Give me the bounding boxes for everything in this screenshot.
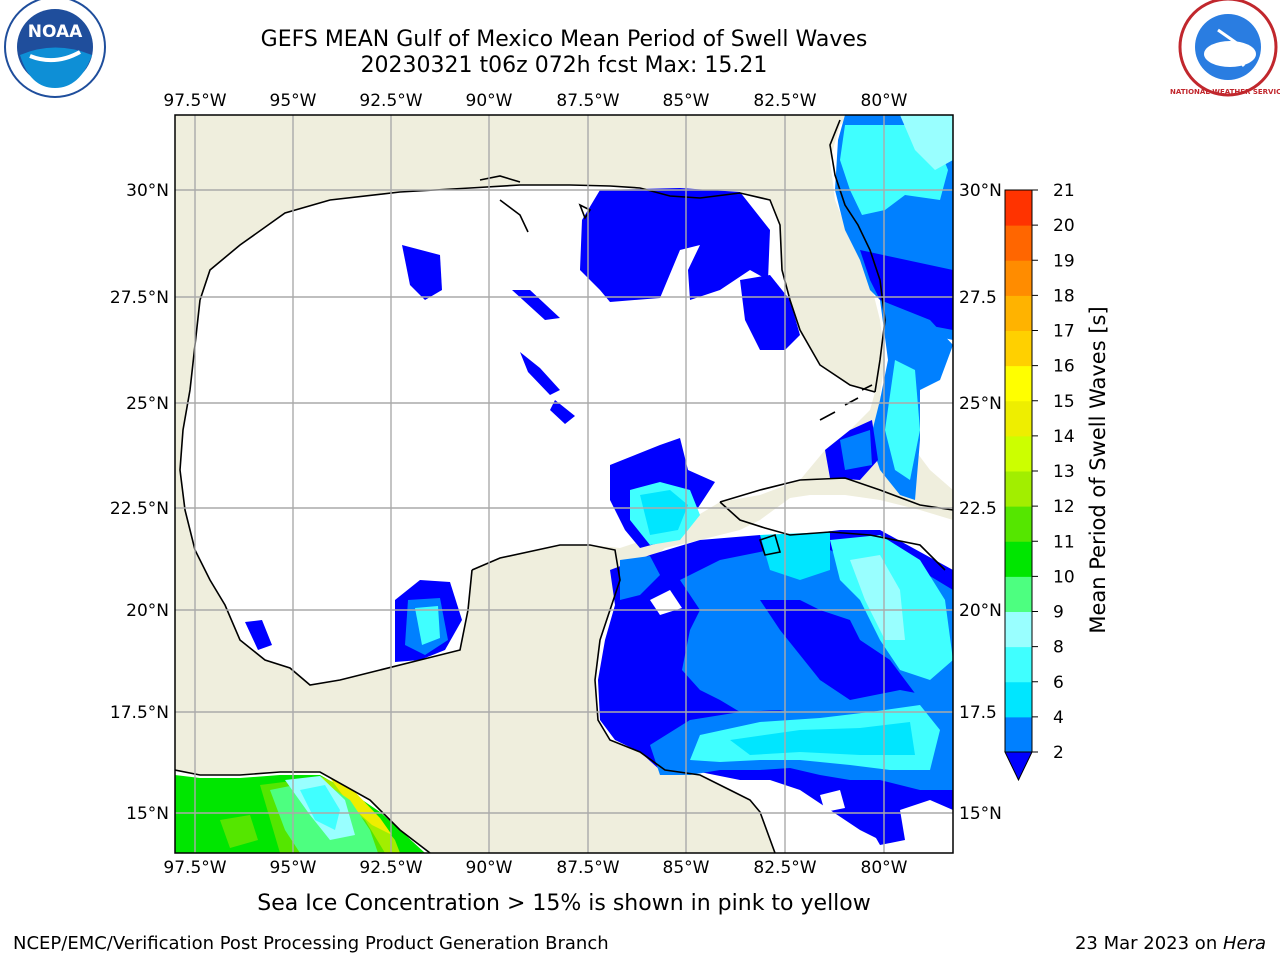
lon-label: 97.5°W: [163, 858, 226, 878]
colorbar-tick-label: 13: [1053, 462, 1075, 482]
lon-labels-bottom: 97.5°W 95°W 92.5°W 90°W 87.5°W 85°W 82.5…: [163, 858, 907, 878]
colorbar-tick-label: 4: [1053, 708, 1064, 728]
colorbar-tick-label: 19: [1053, 251, 1075, 271]
lon-label: 92.5°W: [359, 858, 422, 878]
lon-label: 95°W: [270, 91, 317, 111]
lat-label: 15°N: [126, 804, 169, 824]
lon-label: 82.5°W: [753, 858, 816, 878]
lon-label: 90°W: [466, 91, 513, 111]
colorbar-swatch: [1005, 541, 1032, 577]
colorbar-swatch: [1005, 435, 1032, 472]
noaa-logo-text: NOAA: [28, 22, 83, 42]
map-title: GEFS MEAN Gulf of Mexico Mean Period of …: [260, 27, 868, 52]
colorbar-tick-label: 16: [1053, 357, 1075, 377]
colorbar-swatch: [1005, 646, 1032, 683]
colorbar-swatch: [1005, 365, 1032, 402]
colorbar-swatch: [1005, 576, 1032, 612]
run-date: 23 Mar 2023 on: [1074, 933, 1223, 954]
colorbar-swatch: [1005, 506, 1032, 542]
lat-label: 30°N: [959, 181, 1002, 201]
lon-label: 87.5°W: [556, 91, 619, 111]
lon-label: 90°W: [466, 858, 513, 878]
lat-label: 22.5: [959, 499, 997, 519]
nws-logo: NATIONAL WEATHER SERVICE: [1170, 0, 1280, 97]
lon-label: 80°W: [861, 858, 908, 878]
map-subtitle: 20230321 t06z 072h fcst Max: 15.21: [360, 53, 768, 78]
colorbar-tick-label: 17: [1053, 322, 1075, 342]
lon-label: 92.5°W: [359, 91, 422, 111]
lat-label: 27.5°N: [110, 288, 169, 308]
credit-text: NCEP/EMC/Verification Post Processing Pr…: [13, 933, 609, 954]
lon-label: 85°W: [663, 91, 710, 111]
colorbar-swatch: [1005, 295, 1032, 331]
lat-label: 17.5: [959, 703, 997, 723]
lon-label: 85°W: [663, 858, 710, 878]
swell-fill-atlantic: [825, 115, 953, 500]
lon-label: 95°W: [270, 858, 317, 878]
lat-label: 20°N: [126, 601, 169, 621]
graticule: [175, 115, 953, 853]
lat-label: 30°N: [126, 181, 169, 201]
lat-labels-left: 30°N 27.5°N 25°N 22.5°N 20°N 17.5°N 15°N: [110, 181, 169, 824]
colorbar-tick-label: 2: [1053, 743, 1064, 763]
swell-fill-caribbean: [598, 530, 953, 845]
colorbar-tick-label: 20: [1053, 216, 1075, 236]
lat-label: 15°N: [959, 804, 1002, 824]
lon-label: 82.5°W: [753, 91, 816, 111]
colorbar-swatch: [1005, 330, 1032, 367]
colorbar-tick-label: 14: [1053, 427, 1075, 447]
colorbar-tick-label: 8: [1053, 638, 1064, 658]
lat-label: 25°N: [126, 394, 169, 414]
lat-label: 27.5: [959, 288, 997, 308]
lon-labels-top: 97.5°W 95°W 92.5°W 90°W 87.5°W 85°W 82.5…: [163, 91, 907, 111]
colorbar-tick-label: 6: [1053, 673, 1064, 693]
lat-label: 20°N: [959, 601, 1002, 621]
colorbar-swatch: [1005, 225, 1032, 261]
lat-label: 25°N: [959, 394, 1002, 414]
colorbar-tick-label: 15: [1053, 392, 1075, 412]
colorbar-under-arrow: [1004, 751, 1033, 782]
colorbar-swatch: [1005, 611, 1032, 648]
colorbar-swatch: [1005, 260, 1032, 296]
colorbar-tick-label: 9: [1053, 603, 1064, 623]
swell-fill-gulf: [245, 188, 800, 662]
nws-logo-text: NATIONAL WEATHER SERVICE: [1170, 88, 1280, 96]
lat-label: 17.5°N: [110, 703, 169, 723]
colorbar-swatch: [1005, 681, 1032, 718]
lon-label: 80°W: [861, 91, 908, 111]
colorbar-label: Mean Period of Swell Waves [s]: [1086, 306, 1110, 633]
noaa-logo: NOAA: [4, 0, 106, 98]
colorbar-swatch: [1005, 471, 1032, 507]
colorbar-tick-label: 11: [1053, 532, 1075, 552]
lon-label: 97.5°W: [163, 91, 226, 111]
machine-name: Hera: [1222, 933, 1266, 954]
map-frame: [174, 114, 954, 854]
lon-label: 87.5°W: [556, 858, 619, 878]
lat-labels-right: 30°N 27.5 25°N 22.5 20°N 17.5 15°N: [959, 181, 1002, 824]
colorbar-tick-label: 18: [1053, 286, 1075, 306]
colorbar-tick-label: 21: [1053, 181, 1075, 201]
lat-label: 22.5°N: [110, 499, 169, 519]
run-stamp: 23 Mar 2023 on Hera: [1075, 933, 1266, 954]
colorbar-tick-label: 10: [1053, 567, 1075, 587]
map-area: [175, 115, 953, 853]
colorbar-tick-label: 12: [1053, 497, 1075, 517]
colorbar-swatch: [1005, 190, 1032, 226]
colorbar-swatch: [1005, 400, 1032, 437]
colorbar-swatch: [1005, 716, 1032, 753]
sea-ice-note: Sea Ice Concentration > 15% is shown in …: [257, 891, 871, 916]
coastline: [175, 119, 953, 853]
colorbar: 2 4 6 8 9 10 11 12 13 14 15 16 17 18 19 20 21: [1004, 181, 1075, 782]
gulf-water: [180, 185, 875, 685]
